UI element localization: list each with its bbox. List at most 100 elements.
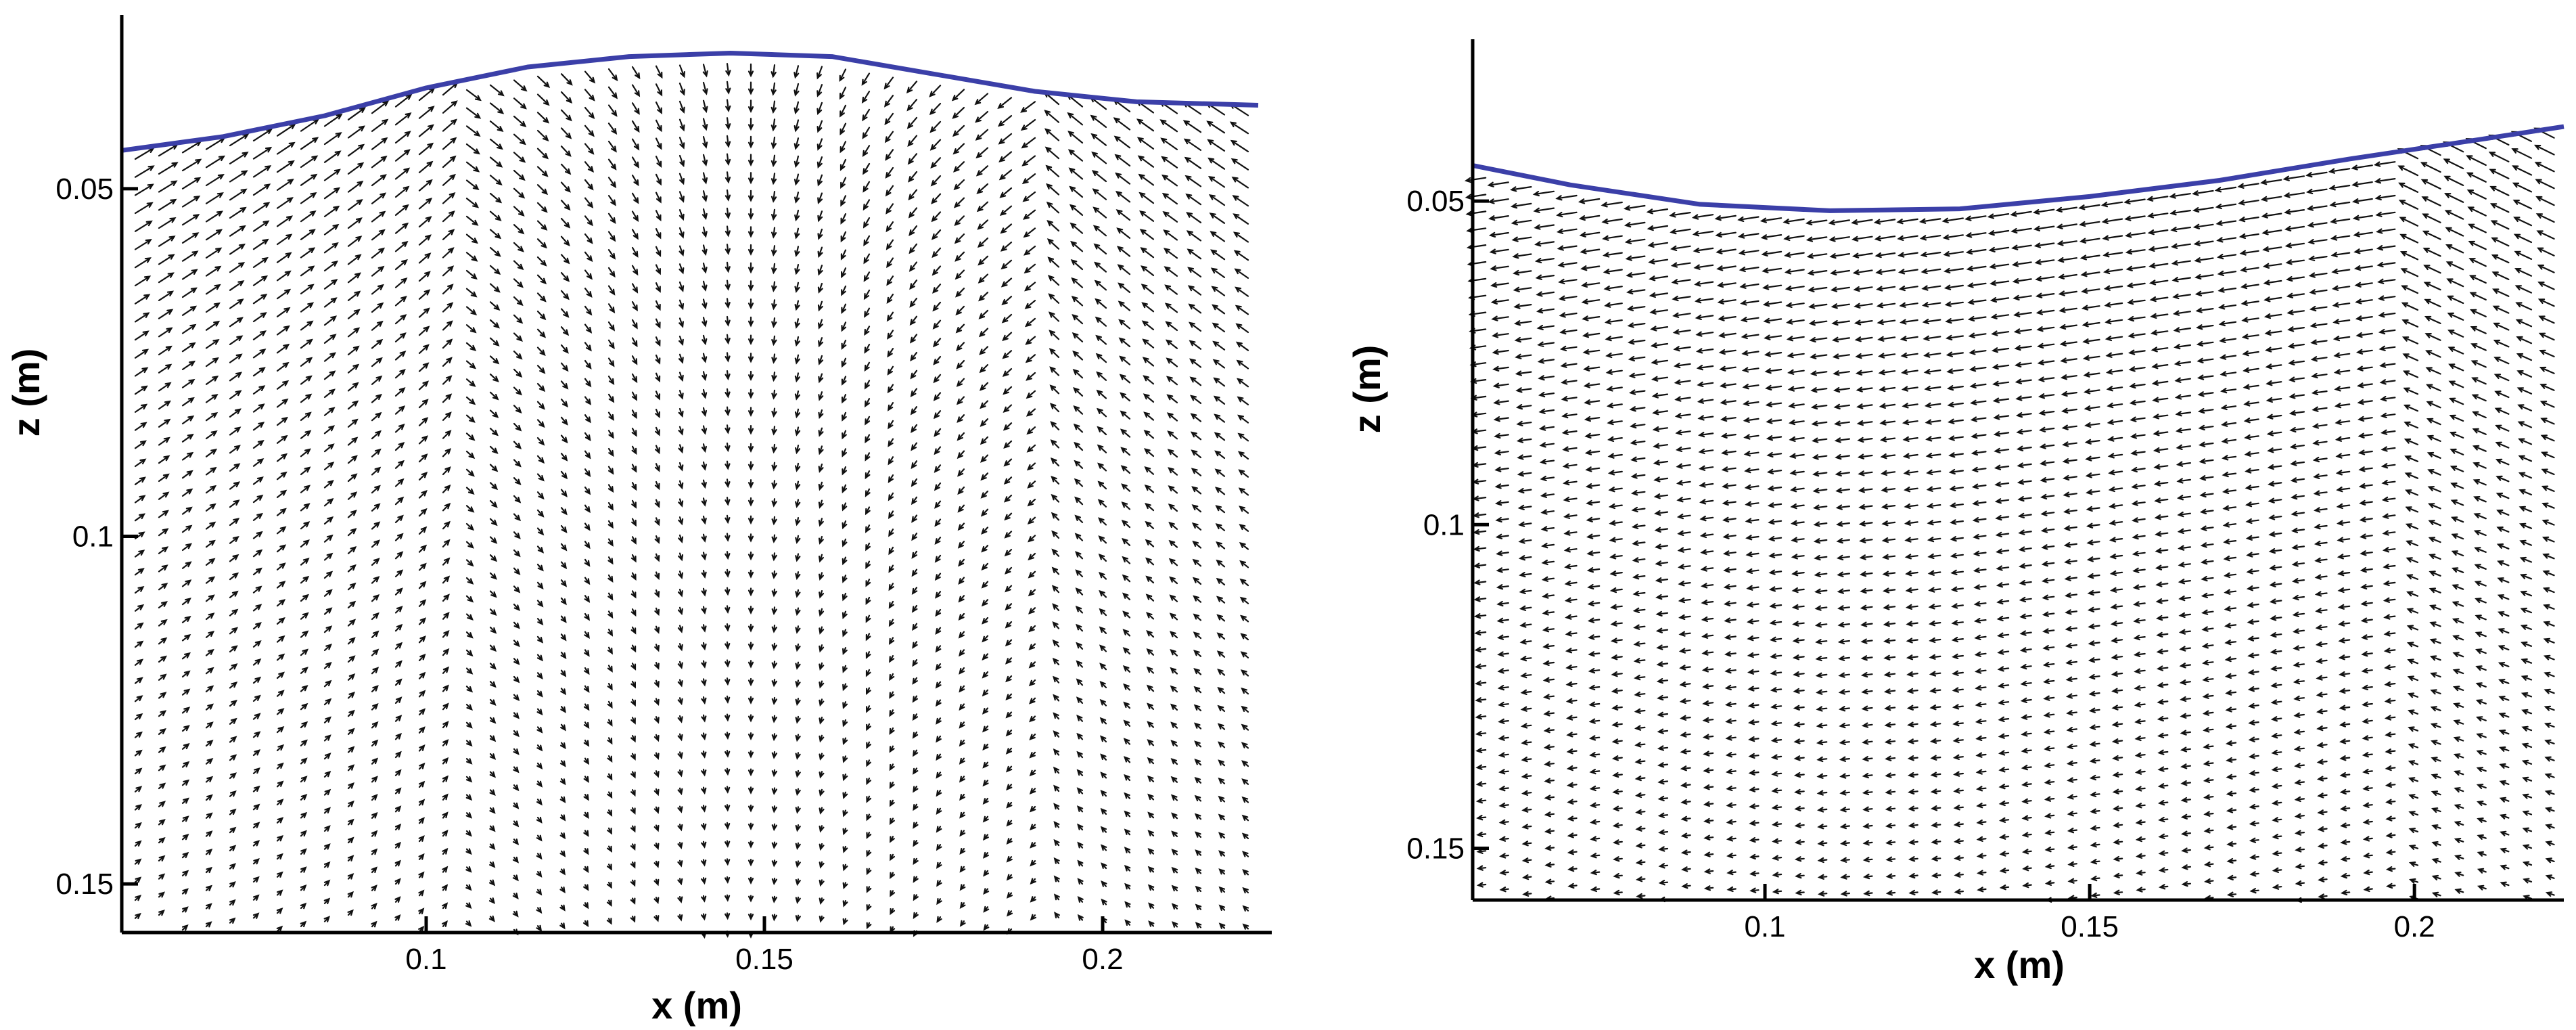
velocity-vector-right-1539 — [2294, 763, 2305, 769]
velocity-vector-left-1098 — [677, 787, 683, 796]
velocity-vector-left-1470 — [865, 524, 871, 533]
velocity-vector-right-1620 — [2338, 637, 2351, 644]
velocity-vector-right-1017 — [2018, 546, 2032, 552]
velocity-vector-left-1323 — [795, 462, 801, 472]
velocity-vector-left-902 — [583, 721, 590, 730]
velocity-vector-right-1997 — [2534, 162, 2555, 173]
velocity-vector-right-1542 — [2294, 813, 2305, 819]
velocity-vector-left-940 — [607, 538, 614, 547]
velocity-vector-left-1837 — [1049, 348, 1060, 358]
velocity-vector-right-1807 — [2431, 790, 2441, 797]
velocity-vector-right-1522 — [2290, 477, 2305, 483]
velocity-vector-right-1094 — [2062, 441, 2077, 447]
velocity-vector-left-600 — [442, 430, 452, 439]
velocity-vector-right-888 — [1948, 452, 1964, 458]
velocity-vector-right-661 — [1816, 773, 1828, 779]
velocity-vector-right-163 — [1544, 761, 1555, 767]
velocity-vector-left-1317 — [794, 354, 800, 365]
velocity-vector-left-822 — [560, 145, 572, 157]
velocity-vector-left-1560 — [911, 424, 918, 434]
velocity-vector-left-1549 — [908, 225, 918, 237]
velocity-vector-left-880 — [584, 323, 593, 334]
velocity-vector-left-439 — [347, 873, 354, 880]
velocity-vector-left-802 — [536, 654, 544, 662]
velocity-vector-right-669 — [1828, 219, 1850, 225]
velocity-vector-right-1774 — [2422, 230, 2441, 240]
velocity-vector-left-2222 — [1240, 669, 1249, 677]
velocity-vector-right-1221 — [2130, 450, 2146, 456]
velocity-vector-left-1318 — [794, 372, 800, 383]
velocity-vector-left-1304 — [794, 119, 800, 133]
velocity-vector-right-1476 — [2266, 430, 2282, 436]
velocity-vector-right-383 — [1670, 228, 1691, 235]
velocity-vector-right-105 — [1517, 504, 1532, 510]
velocity-vector-left-950 — [607, 719, 613, 727]
velocity-vector-left-1378 — [819, 590, 825, 599]
velocity-vector-right-1002 — [2013, 294, 2032, 300]
velocity-vector-right-1429 — [2242, 367, 2259, 373]
velocity-vector-right-1610 — [2335, 470, 2351, 476]
velocity-vector-left-1162 — [724, 189, 731, 202]
velocity-vector-right-335 — [1635, 826, 1646, 832]
velocity-vector-left-1355 — [817, 174, 823, 187]
velocity-vector-right-986 — [1998, 716, 2010, 722]
velocity-vector-left-212 — [229, 826, 237, 834]
velocity-vector-left-1788 — [1024, 300, 1036, 309]
velocity-vector-left-1193 — [724, 749, 731, 758]
velocity-vector-left-1152 — [701, 895, 707, 903]
velocity-vector-left-1460 — [864, 344, 871, 354]
velocity-vector-left-1088 — [677, 606, 683, 616]
velocity-vector-right-454 — [1702, 734, 1714, 740]
velocity-vector-left-1703 — [980, 454, 989, 463]
velocity-vector-right-699 — [1839, 723, 1850, 729]
velocity-vector-right-1508 — [2284, 242, 2305, 248]
velocity-vector-right-1060 — [2041, 577, 2055, 584]
velocity-vector-right-340 — [1646, 208, 1669, 215]
velocity-vector-right-1942 — [2499, 780, 2510, 786]
velocity-vector-right-1293 — [2171, 243, 2191, 249]
velocity-vector-right-86 — [1510, 186, 1532, 192]
velocity-vector-right-563 — [1767, 502, 1782, 508]
velocity-vector-right-1367 — [2203, 777, 2214, 784]
velocity-vector-right-893 — [1950, 536, 1964, 542]
velocity-vector-right-1234 — [2134, 668, 2146, 674]
velocity-vector-left-1272 — [771, 407, 777, 418]
velocity-vector-right-1269 — [2155, 547, 2169, 554]
velocity-vector-left-459 — [371, 411, 382, 422]
velocity-vector-left-637 — [465, 252, 478, 262]
velocity-vector-left-1972 — [1118, 300, 1131, 311]
velocity-vector-right-1086 — [2058, 307, 2077, 313]
velocity-vector-left-1698 — [979, 364, 989, 374]
velocity-vector-left-1223 — [748, 407, 754, 418]
velocity-vector-right-992 — [1999, 817, 2010, 823]
velocity-vector-right-1676 — [2362, 836, 2373, 842]
velocity-vector-right-1008 — [2015, 395, 2032, 401]
velocity-vector-right-1471 — [2265, 346, 2282, 353]
velocity-vector-left-1316 — [794, 336, 800, 347]
velocity-vector-right-1392 — [2222, 472, 2237, 478]
velocity-vector-left-1918 — [1091, 151, 1107, 164]
velocity-vector-right-703 — [1839, 790, 1850, 796]
velocity-vector-left-1324 — [795, 480, 801, 491]
velocity-vector-left-614 — [442, 684, 449, 692]
velocity-vector-right-1952 — [2512, 182, 2533, 193]
velocity-vector-left-1368 — [818, 409, 824, 420]
velocity-vector-left-101 — [181, 415, 195, 425]
velocity-vector-right-967 — [1992, 397, 2010, 403]
velocity-vector-left-671 — [465, 866, 472, 873]
velocity-vector-right-291 — [1612, 788, 1623, 795]
velocity-vector-left-864 — [559, 904, 566, 912]
velocity-vector-left-1581 — [913, 803, 919, 811]
velocity-vector-right-1650 — [2357, 399, 2373, 405]
velocity-vector-right-444 — [1700, 566, 1714, 572]
velocity-vector-right-1006 — [2015, 361, 2032, 367]
velocity-vector-left-612 — [442, 648, 450, 656]
velocity-vector-left-322 — [300, 393, 313, 403]
velocity-vector-left-1886 — [1073, 405, 1084, 415]
velocity-vector-right-295 — [1613, 856, 1623, 862]
velocity-vector-left-48 — [158, 236, 176, 247]
velocity-vector-left-1476 — [865, 633, 871, 642]
velocity-vector-right-203 — [1565, 715, 1578, 721]
velocity-vector-right-1903 — [2477, 885, 2487, 891]
velocity-vector-left-1669 — [959, 685, 965, 693]
